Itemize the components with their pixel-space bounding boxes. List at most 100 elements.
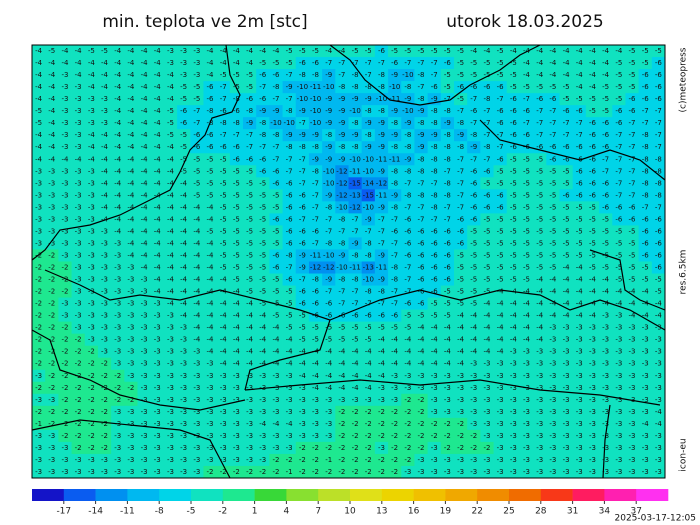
cell [361,45,376,58]
cell-value: -4 [246,348,254,356]
cell [427,105,442,118]
cell-value: -6 [391,312,399,320]
cell-value: -4 [483,47,491,55]
cell-value: -7 [352,215,359,223]
cell [335,69,349,82]
cell-value: -4 [48,71,56,79]
cell-value: -3 [114,300,121,308]
cell-value: -9 [365,143,372,151]
cell [599,105,613,118]
cell-value: -4 [88,131,96,139]
cell-value: -4 [154,95,162,103]
cell-value: -7 [391,288,398,296]
cell-value: -3 [483,432,490,440]
cell-value: -4 [615,288,623,296]
cell [150,117,165,130]
cell-value: -7 [655,119,662,127]
cell-value: -3 [536,420,543,428]
cell-value: -3 [233,408,240,416]
cell-value: -4 [207,239,215,247]
colorbar-segment [445,489,478,501]
cell-value: -10 [349,107,360,115]
cell-value: -4 [141,239,149,247]
cell-value: -6 [655,71,663,79]
cell [71,45,86,58]
cell-value: -3 [523,444,530,452]
cell-value: -3 [48,167,55,175]
cell-value: -2 [48,288,55,296]
cell-value: -3 [154,444,161,452]
cell-value: -3 [180,348,187,356]
cell-value: -6 [193,131,201,139]
timestamp: 2025-03-17-12:05 [615,514,697,524]
cell-value: -5 [497,71,504,79]
cell-value: -6 [259,155,267,163]
cell-value: -5 [299,324,306,332]
cell-value: -3 [167,312,174,320]
cell-value: -3 [523,456,530,464]
cell [216,81,231,94]
cell-value: -12 [336,179,347,187]
cell-value: -8 [444,107,451,115]
cell-value: -4 [167,288,175,296]
cell-value: -5 [523,264,530,272]
cell-value: -3 [536,360,543,368]
cell-value: -9 [404,155,411,163]
cell-value: -5 [233,227,240,235]
cell-value: -7 [536,131,543,139]
cell-value: -3 [497,384,504,392]
cell-value: -4 [167,71,175,79]
cell-value: -15 [349,179,360,187]
cell-value: -5 [457,300,464,308]
cell-value: -5 [286,288,293,296]
cell-value: -3 [378,444,385,452]
cell-value: -10 [283,119,294,127]
cell [150,57,165,70]
resolution: res.6.5km [679,250,689,295]
cell [414,69,429,82]
cell-value: -4 [154,239,162,247]
cell-value: -5 [523,167,530,175]
cell-value: -4 [523,288,531,296]
cell-value: -3 [75,191,82,199]
cell-value: -4 [193,336,201,344]
cell-value: -3 [127,372,134,380]
cell [440,81,455,94]
cell-value: -3 [431,396,438,404]
cell [454,93,468,106]
cell-value: -4 [127,107,135,115]
cell-value: -7 [457,203,464,211]
cell [651,45,666,58]
cell-value: -4 [88,71,96,79]
cell-value: -6 [576,143,584,151]
cell-value: -6 [655,215,663,223]
cell-value: -5 [365,47,372,55]
cell-value: -4 [48,131,56,139]
cell-value: -5 [233,203,240,211]
cell-value: -2 [299,468,306,476]
cell-value: -3 [180,408,187,416]
cell-value: -3 [286,384,293,392]
cell-value: -10 [297,83,308,91]
cell [32,81,46,94]
cell-value: -6 [272,167,280,175]
cell-value: -8 [444,143,451,151]
cell-value: -4 [497,348,505,356]
cell-value: -4 [48,59,56,67]
cell-value: -5 [352,336,359,344]
cell [467,93,481,106]
cell-value: -4 [141,143,149,151]
cell-value: -4 [35,155,43,163]
cell-value: -5 [629,251,636,259]
cell-value: -4 [352,384,360,392]
cell-value: -3 [141,312,148,320]
cell [45,93,59,106]
cell-value: -2 [101,432,108,440]
cell-value: -5 [483,276,490,284]
cell-value: -2 [352,432,359,440]
cell-value: -7 [286,95,293,103]
cell-value: -5 [220,264,227,272]
colorbar-segment [254,489,287,501]
cell-value: -2 [61,432,68,440]
cell-value: -4 [549,47,557,55]
